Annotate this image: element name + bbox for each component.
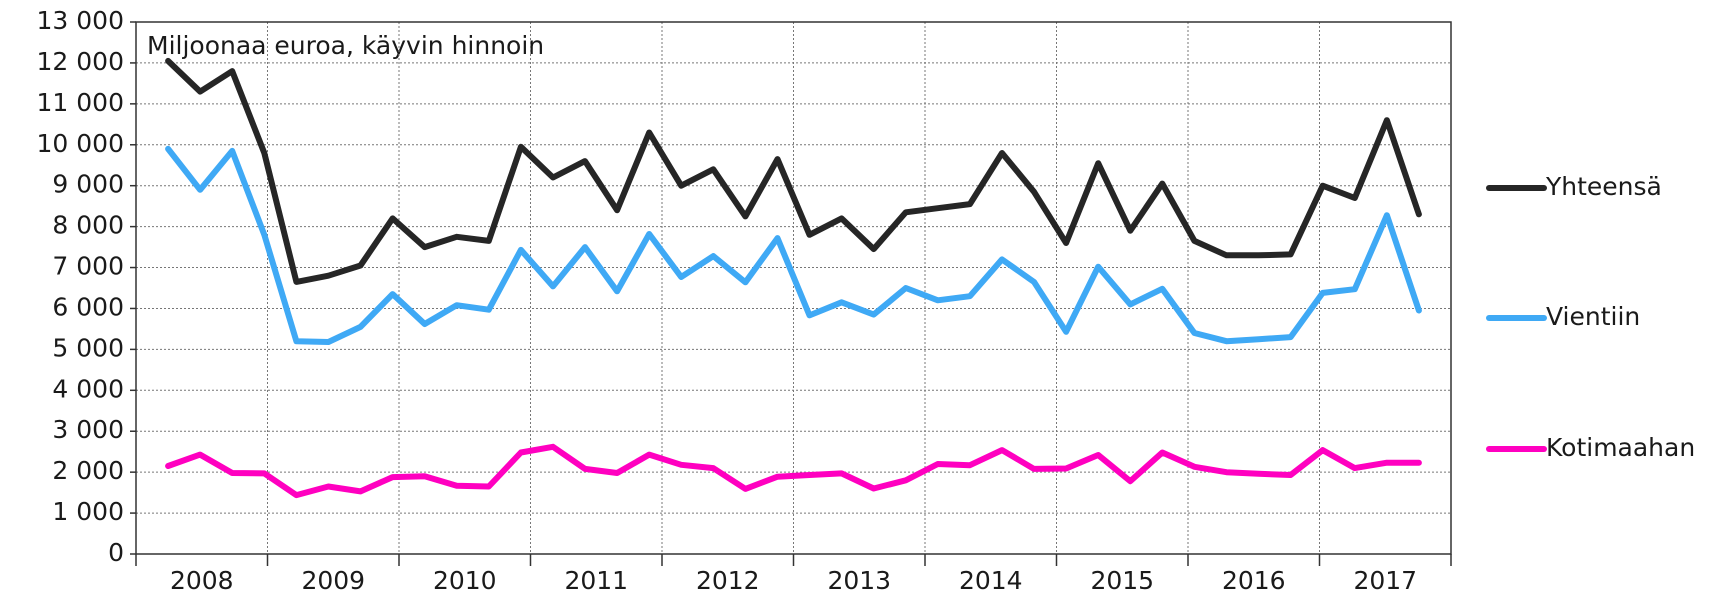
- y-tick-label: 3 000: [52, 415, 124, 444]
- x-tick-label: 2015: [1090, 566, 1154, 595]
- x-tick-label: 2017: [1353, 566, 1417, 595]
- x-tick-label: 2008: [170, 566, 234, 595]
- y-tick-label: 10 000: [37, 129, 124, 158]
- y-tick-label: 7 000: [52, 252, 124, 281]
- y-tick-label: 0: [108, 538, 124, 567]
- x-tick-label: 2012: [696, 566, 760, 595]
- series-line: [165, 443, 1422, 499]
- plot-frame: [135, 21, 1452, 555]
- y-tick-label: 6 000: [52, 292, 124, 321]
- series-line: [165, 145, 1422, 345]
- y-tick-label: 11 000: [37, 88, 124, 117]
- y-tick-label: 8 000: [52, 211, 124, 240]
- x-tick-label: 2010: [433, 566, 497, 595]
- y-tick-label: 2 000: [52, 456, 124, 485]
- x-tick-label: 2014: [959, 566, 1023, 595]
- series-line: [165, 57, 1422, 285]
- annotation: Miljoonaa euroa, käyvin hinnoin: [147, 31, 544, 60]
- x-tick-label: 2009: [301, 566, 365, 595]
- y-tick-label: 12 000: [37, 47, 124, 76]
- y-tick-label: 5 000: [52, 333, 124, 362]
- y-tick-label: 9 000: [52, 170, 124, 199]
- legend-label: Kotimaahan: [1546, 433, 1695, 462]
- y-tick-label: 4 000: [52, 374, 124, 403]
- legend-label: Yhteensä: [1545, 172, 1662, 201]
- legend-label: Vientiin: [1546, 302, 1640, 331]
- y-tick-label: 1 000: [52, 497, 124, 526]
- x-tick-label: 2013: [827, 566, 891, 595]
- x-tick-label: 2011: [564, 566, 628, 595]
- x-tick-label: 2016: [1222, 566, 1286, 595]
- y-tick-label: 13 000: [37, 6, 124, 35]
